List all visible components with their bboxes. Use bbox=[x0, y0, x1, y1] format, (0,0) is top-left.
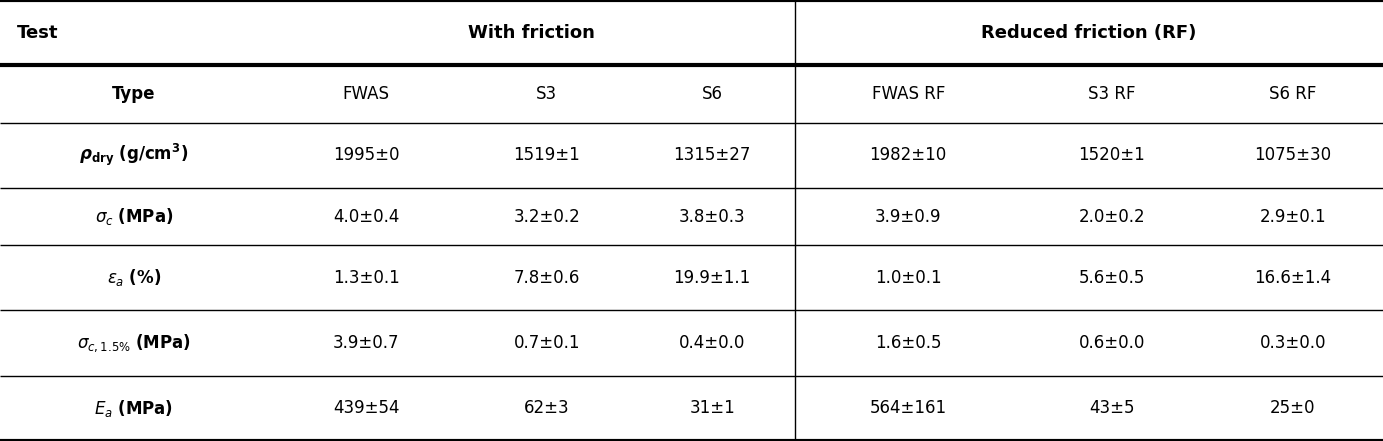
Text: 16.6±1.4: 16.6±1.4 bbox=[1254, 269, 1332, 287]
Text: 439±54: 439±54 bbox=[333, 400, 400, 417]
Text: 3.2±0.2: 3.2±0.2 bbox=[513, 208, 579, 225]
Text: 5.6±0.5: 5.6±0.5 bbox=[1079, 269, 1145, 287]
Text: 1315±27: 1315±27 bbox=[674, 146, 751, 164]
Text: 4.0±0.4: 4.0±0.4 bbox=[333, 208, 400, 225]
Text: 0.4±0.0: 0.4±0.0 bbox=[679, 334, 745, 352]
Text: 0.7±0.1: 0.7±0.1 bbox=[513, 334, 579, 352]
Text: 564±161: 564±161 bbox=[870, 400, 947, 417]
Text: S6 RF: S6 RF bbox=[1270, 85, 1317, 103]
Text: 3.9±0.9: 3.9±0.9 bbox=[875, 208, 942, 225]
Text: FWAS RF: FWAS RF bbox=[871, 85, 945, 103]
Text: 43±5: 43±5 bbox=[1090, 400, 1134, 417]
Text: 1.3±0.1: 1.3±0.1 bbox=[333, 269, 400, 287]
Text: 19.9±1.1: 19.9±1.1 bbox=[674, 269, 751, 287]
Text: 0.3±0.0: 0.3±0.0 bbox=[1260, 334, 1326, 352]
Text: FWAS: FWAS bbox=[343, 85, 390, 103]
Text: 1982±10: 1982±10 bbox=[870, 146, 947, 164]
Text: Reduced friction (RF): Reduced friction (RF) bbox=[982, 24, 1196, 41]
Text: $\boldsymbol{\sigma_c}$ $\bf{(MPa)}$: $\boldsymbol{\sigma_c}$ $\bf{(MPa)}$ bbox=[95, 206, 173, 227]
Text: 25±0: 25±0 bbox=[1270, 400, 1315, 417]
Text: S3 RF: S3 RF bbox=[1088, 85, 1135, 103]
Text: 1.0±0.1: 1.0±0.1 bbox=[875, 269, 942, 287]
Text: 2.0±0.2: 2.0±0.2 bbox=[1079, 208, 1145, 225]
Text: 7.8±0.6: 7.8±0.6 bbox=[513, 269, 579, 287]
Text: 3.8±0.3: 3.8±0.3 bbox=[679, 208, 745, 225]
Text: Test: Test bbox=[17, 24, 58, 41]
Text: 0.6±0.0: 0.6±0.0 bbox=[1079, 334, 1145, 352]
Text: 1519±1: 1519±1 bbox=[513, 146, 579, 164]
Text: 1995±0: 1995±0 bbox=[333, 146, 400, 164]
Text: 1075±30: 1075±30 bbox=[1254, 146, 1332, 164]
Text: With friction: With friction bbox=[467, 24, 595, 41]
Text: $\boldsymbol{\sigma_{c,1.5\%}}$ $\bf{(MPa)}$: $\boldsymbol{\sigma_{c,1.5\%}}$ $\bf{(MP… bbox=[77, 333, 191, 354]
Text: 3.9±0.7: 3.9±0.7 bbox=[333, 334, 400, 352]
Text: Type: Type bbox=[112, 85, 156, 103]
Text: $\boldsymbol{E_a}$ $\bf{(MPa)}$: $\boldsymbol{E_a}$ $\bf{(MPa)}$ bbox=[94, 398, 173, 419]
Text: S3: S3 bbox=[537, 85, 557, 103]
Text: $\boldsymbol{\rho}$$_{\bf dry}$ $\bf{(g/cm^3)}$: $\boldsymbol{\rho}$$_{\bf dry}$ $\bf{(g/… bbox=[79, 142, 188, 168]
Text: $\boldsymbol{\varepsilon_a}$ $\bf{(\%)}$: $\boldsymbol{\varepsilon_a}$ $\bf{(\%)}$ bbox=[106, 267, 162, 288]
Text: S6: S6 bbox=[701, 85, 723, 103]
Text: 1520±1: 1520±1 bbox=[1079, 146, 1145, 164]
Text: 2.9±0.1: 2.9±0.1 bbox=[1260, 208, 1326, 225]
Text: 62±3: 62±3 bbox=[524, 400, 570, 417]
Text: 31±1: 31±1 bbox=[689, 400, 734, 417]
Text: 1.6±0.5: 1.6±0.5 bbox=[875, 334, 942, 352]
